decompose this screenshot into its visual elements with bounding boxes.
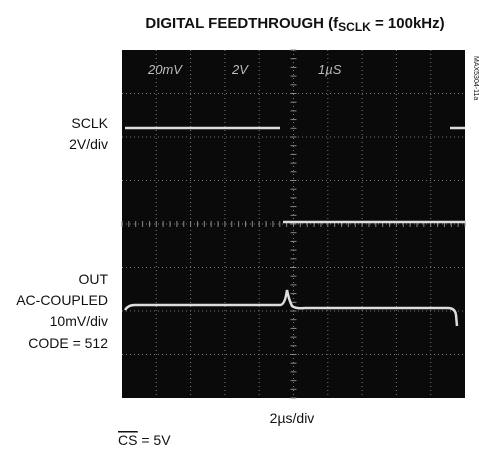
channel-label: 10mV/div — [50, 313, 108, 329]
channel-label: AC-COUPLED — [16, 292, 108, 308]
channel-label: SCLK — [71, 115, 108, 131]
title-prefix: DIGITAL FEEDTHROUGH (f — [145, 15, 339, 32]
channel-label: OUT — [78, 271, 108, 287]
figure: DIGITAL FEEDTHROUGH (fSCLK = 100kHz) 20m… — [0, 0, 479, 454]
scope-label: 2V — [231, 62, 249, 77]
channel-label: CODE = 512 — [28, 335, 108, 351]
title: DIGITAL FEEDTHROUGH (fSCLK = 100kHz) — [145, 15, 444, 34]
condition-value: = 5V — [137, 432, 171, 448]
scope-label: 1µS — [318, 62, 342, 77]
figure-id: MAX5304-11a — [472, 56, 479, 100]
scope-label: 20mV — [147, 62, 183, 77]
channel-label: 2V/div — [69, 136, 108, 152]
title-suffix: = 100kHz) — [371, 15, 445, 32]
time-scale: 2µs/div — [270, 410, 315, 426]
title-subscript: SCLK — [338, 20, 371, 34]
condition: CS = 5V — [118, 432, 171, 448]
condition-signal: CS — [118, 432, 137, 448]
